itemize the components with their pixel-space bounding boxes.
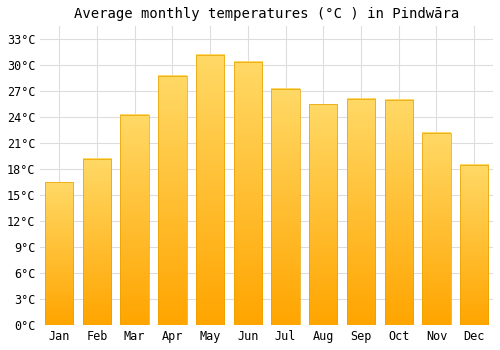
- Bar: [158, 76, 186, 325]
- Bar: [234, 62, 262, 325]
- Bar: [384, 100, 413, 325]
- Bar: [120, 115, 149, 325]
- Bar: [196, 55, 224, 325]
- Bar: [309, 104, 338, 325]
- Bar: [45, 182, 74, 325]
- Bar: [272, 89, 299, 325]
- Bar: [347, 99, 375, 325]
- Bar: [422, 133, 450, 325]
- Bar: [460, 165, 488, 325]
- Bar: [83, 159, 111, 325]
- Title: Average monthly temperatures (°C ) in Pindwāra: Average monthly temperatures (°C ) in Pi…: [74, 7, 460, 21]
